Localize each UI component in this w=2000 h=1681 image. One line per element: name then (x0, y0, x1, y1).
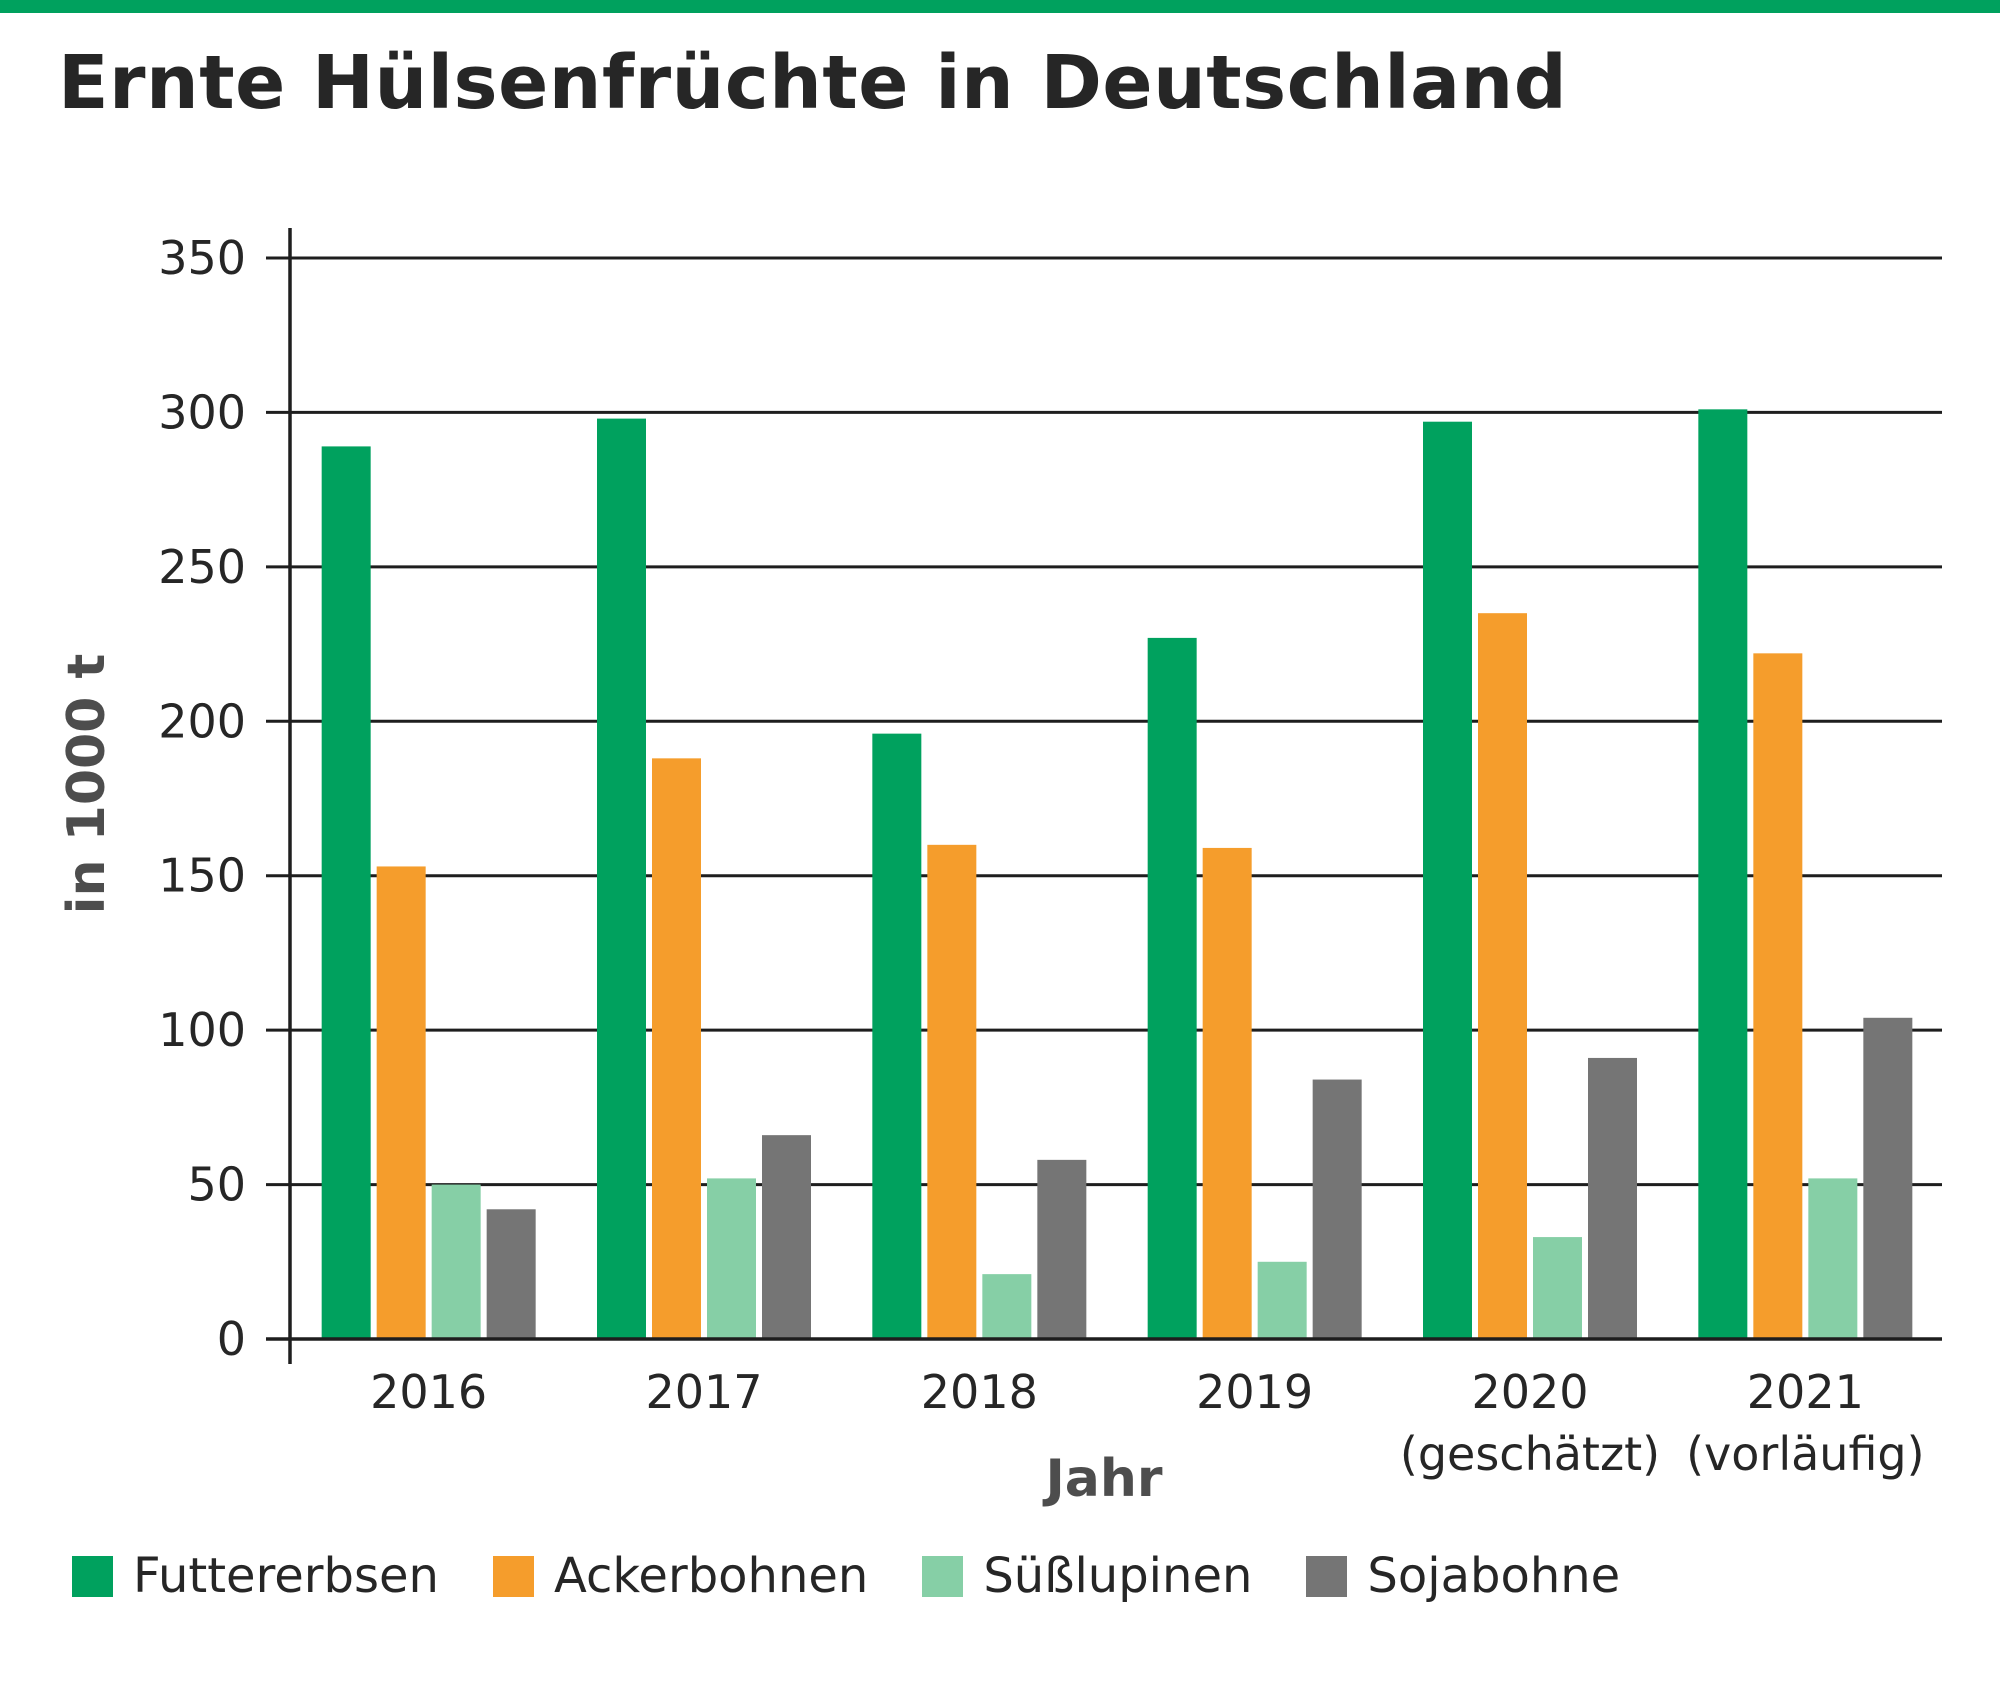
x-axis-title: Jahr (1042, 1449, 1162, 1509)
x-tick-label: 2016 (370, 1365, 487, 1419)
bars (321, 409, 1913, 1340)
legend-label: Süßlupinen (983, 1548, 1253, 1604)
bar-ackerbohnen-2019 (1202, 847, 1252, 1339)
legend-swatch (492, 1555, 534, 1597)
y-tick-label: 150 (158, 849, 246, 903)
bar-sojabohne-2019 (1312, 1079, 1362, 1339)
bar-futtererbsen-2021 (1698, 409, 1748, 1340)
y-axis-title: in 1000 t (57, 654, 117, 915)
bar-futtererbsen-2020 (1423, 421, 1472, 1339)
legend-item-futtererbsen: Futtererbsen (72, 1548, 439, 1604)
x-tick-label: (geschätzt) (1400, 1427, 1660, 1481)
gridlines (266, 256, 1942, 1187)
x-tick-label: 2019 (1196, 1365, 1313, 1419)
y-tick-label: 250 (158, 540, 246, 594)
bar-sojabohne-2018 (1037, 1159, 1087, 1339)
bar-sojabohne-2016 (486, 1209, 536, 1339)
tick-labels: 0 50 100 150 200 250 300 350 2016 2017 2018 2019 202… (158, 231, 1924, 1481)
bar-ackerbohnen-2021 (1753, 653, 1803, 1339)
legend-label: Sojabohne (1367, 1548, 1621, 1604)
bar-süßlupinen-2021 (1808, 1178, 1858, 1339)
legend-swatch (922, 1555, 964, 1597)
y-tick-label: 300 (158, 385, 246, 439)
x-tick-label: 2021 (1747, 1365, 1864, 1419)
legend-swatch (72, 1555, 113, 1597)
legend-label: Futtererbsen (133, 1548, 439, 1604)
legend-swatch (1306, 1555, 1348, 1597)
bar-sojabohne-2017 (762, 1135, 811, 1339)
top-rule (0, 0, 2000, 13)
bar-futtererbsen-2019 (1147, 637, 1197, 1339)
x-tick-label: 2017 (645, 1365, 762, 1419)
y-tick-label: 100 (158, 1003, 246, 1057)
legend: Futtererbsen Ackerbohnen Süßlupinen Sojaboh… (72, 1548, 1674, 1604)
bar-sojabohne-2021 (1863, 1017, 1913, 1339)
bar-süßlupinen-2018 (982, 1274, 1032, 1339)
axes (266, 228, 1942, 1364)
x-tick-label: (vorläufig) (1686, 1427, 1924, 1481)
y-tick-label: 50 (187, 1158, 246, 1212)
bar-ackerbohnen-2018 (927, 844, 977, 1339)
legend-item-ackerbohnen: Ackerbohnen (492, 1548, 869, 1604)
bar-süßlupinen-2016 (431, 1184, 481, 1339)
bar-futtererbsen-2018 (872, 733, 922, 1339)
legend-label: Ackerbohnen (553, 1548, 869, 1604)
bar-ackerbohnen-2017 (652, 758, 701, 1339)
y-tick-label: 350 (158, 231, 246, 285)
bar-ackerbohnen-2016 (376, 866, 426, 1339)
bar-ackerbohnen-2020 (1478, 613, 1527, 1339)
legend-item-sojabohne: Sojabohne (1306, 1548, 1620, 1604)
x-tick-label: 2020 (1471, 1365, 1588, 1419)
bar-süßlupinen-2017 (707, 1178, 756, 1339)
bar-futtererbsen-2017 (597, 418, 646, 1339)
bar-süßlupinen-2019 (1257, 1261, 1307, 1339)
bar-futtererbsen-2016 (321, 446, 371, 1340)
bar-süßlupinen-2020 (1533, 1237, 1582, 1339)
legend-item-süßlupinen: Süßlupinen (922, 1548, 1252, 1604)
bar-sojabohne-2020 (1588, 1057, 1637, 1339)
y-tick-label: 0 (217, 1312, 246, 1366)
chart-title: Ernte Hülsenfrüchte in Deutschland (58, 40, 1568, 126)
y-tick-label: 200 (158, 694, 246, 748)
x-tick-label: 2018 (921, 1365, 1038, 1419)
